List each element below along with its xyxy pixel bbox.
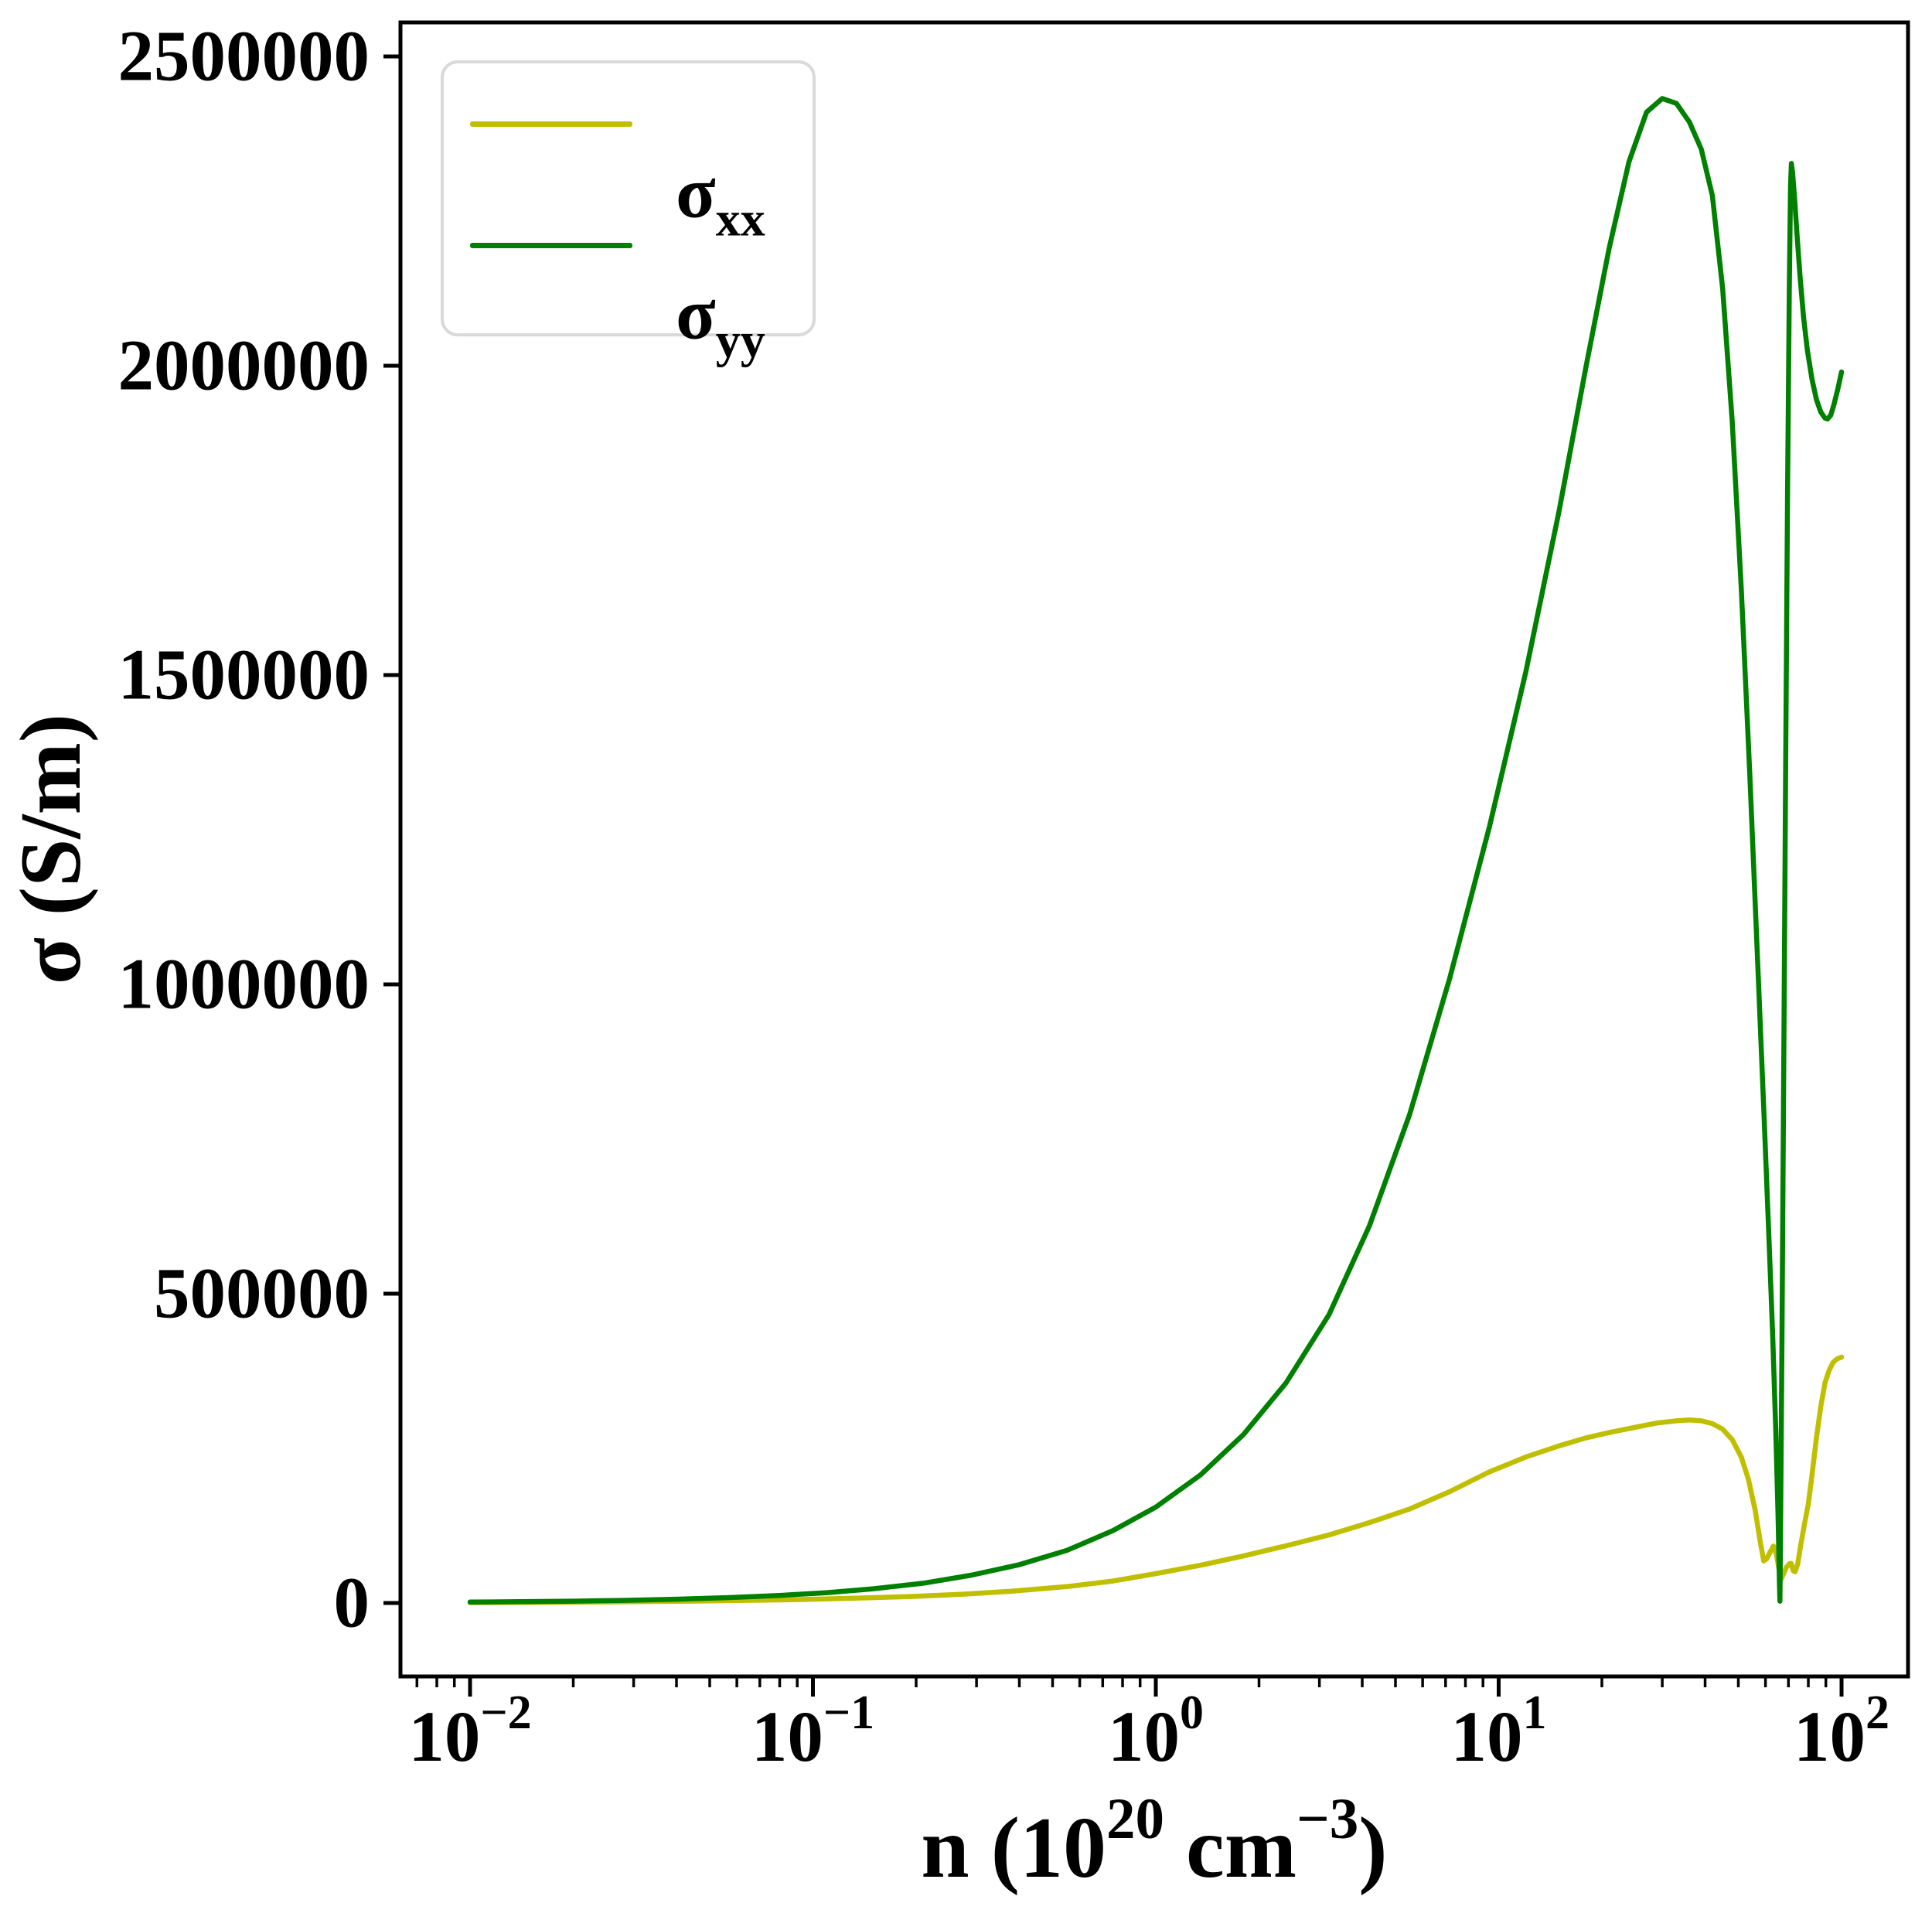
y-tick-label: 2500000 — [118, 16, 370, 97]
x-axis-title-suffix: ) — [1358, 1800, 1388, 1896]
y-tick-label: 500000 — [154, 1253, 370, 1334]
x-tick-exponent: −1 — [823, 1687, 875, 1739]
legend-swatch-sigma-yy — [470, 243, 632, 248]
sigma-xx-curve — [467, 1354, 1845, 1605]
legend-sigma-xx-symbol: σ — [676, 151, 716, 234]
x-tick-label: 10−1 — [751, 1689, 874, 1773]
x-tick-base: 10 — [1108, 1697, 1180, 1777]
x-tick-exponent: 0 — [1180, 1687, 1204, 1739]
x-axis-title-superscript-20: 20 — [1106, 1787, 1165, 1851]
x-tick-base: 10 — [408, 1697, 481, 1777]
legend-label-sigma-yy: σyy — [676, 277, 765, 365]
x-axis-title: n (1020 cm−3) — [921, 1790, 1387, 1891]
x-axis-title-mid: cm — [1164, 1800, 1297, 1896]
sigma-yy-curve — [467, 96, 1845, 1605]
y-tick-label: 2000000 — [118, 326, 370, 406]
legend-sigma-xx-subscript: xx — [715, 191, 765, 247]
x-tick-label: 100 — [1108, 1689, 1204, 1773]
y-tick-label: 0 — [333, 1563, 370, 1643]
x-tick-exponent: −2 — [480, 1687, 532, 1739]
x-tick-base: 10 — [751, 1697, 823, 1777]
legend-sigma-yy-subscript: yy — [715, 312, 765, 368]
x-tick-label: 101 — [1451, 1689, 1547, 1773]
y-axis-title: σ (S/m) — [3, 713, 99, 985]
x-tick-label: 10−2 — [408, 1689, 531, 1773]
x-tick-base: 10 — [1794, 1697, 1866, 1777]
y-tick-label: 1500000 — [118, 635, 370, 715]
legend-swatch-sigma-xx — [470, 121, 632, 127]
y-tick-label: 1000000 — [118, 944, 370, 1025]
x-tick-label: 102 — [1794, 1689, 1889, 1773]
legend-sigma-yy-symbol: σ — [676, 272, 716, 355]
legend-label-sigma-xx: σxx — [676, 155, 765, 244]
x-tick-base: 10 — [1450, 1697, 1523, 1777]
x-axis-title-superscript-minus3: −3 — [1297, 1787, 1359, 1851]
x-tick-exponent: 2 — [1866, 1687, 1889, 1739]
legend: σxx σyy — [441, 60, 816, 365]
x-axis-title-prefix: n (10 — [921, 1800, 1107, 1896]
x-tick-exponent: 1 — [1522, 1687, 1547, 1739]
